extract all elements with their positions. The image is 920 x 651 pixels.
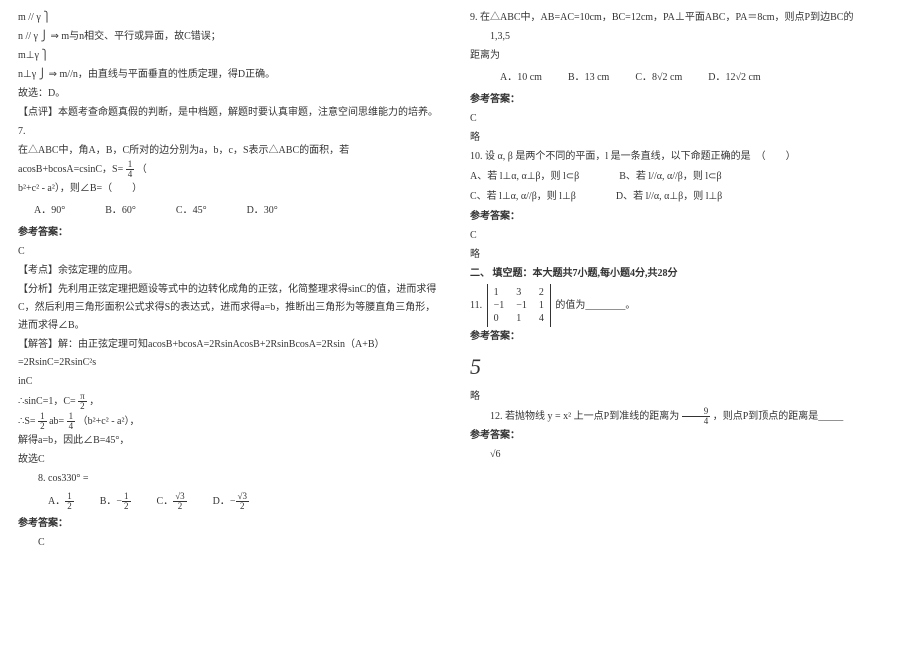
section-head: 二、 填空题：本大题共7小题,每小题4分,共28分 [470, 265, 896, 283]
q12: 12. 若抛物线 y = x² 上一点P到准线的距离为 94 ，则点P到顶点的距… [470, 407, 896, 426]
q11: 11. 132 −1−11 014 的值为________。 [470, 284, 896, 327]
q7-text2: b²+c² - a²），则∠B=（ ） [18, 180, 440, 198]
opt-a: A．10 cm [500, 69, 542, 87]
q8-options: A．12 B．−12 C．√32 D．−√32 [48, 492, 440, 511]
answer-head: 参考答案： [18, 515, 440, 533]
lue: 略 [470, 388, 896, 406]
answer-head: 参考答案： [470, 208, 896, 226]
opt-c: C．8√2 cm [635, 69, 682, 87]
opt-b: B．60° [105, 202, 136, 220]
opt-b: B、若 l//α, α//β，则 l⊂β [619, 168, 721, 186]
sc: ∴sinC=1，C= π2 ， [18, 392, 440, 411]
opt-d: D．−√32 [213, 492, 249, 511]
q7-options: A．90° B．60° C．45° D．30° [34, 202, 440, 220]
kd: 【考点】余弦定理的应用。 [18, 262, 440, 280]
seq5: 故选C [18, 451, 440, 469]
answer-head: 参考答案： [470, 427, 896, 445]
matrix-11: 132 −1−11 014 [487, 284, 551, 327]
fx: 【分析】先利用正弦定理把题设等式中的边转化成角的正弦，化简整理求得sinC的值，… [18, 281, 440, 335]
q10-options: A、若 l⊥α, α⊥β，则 l⊂β B、若 l//α, α//β，则 l⊂β … [470, 167, 896, 207]
opt-c: C、若 l⊥α, α//β，则 l⊥β [470, 188, 576, 206]
line: n // γ ⎭ ⇒ m与n相交、平行或异面，故C错误； [18, 28, 440, 46]
answer-head: 参考答案： [470, 91, 896, 109]
lue: 略 [470, 246, 896, 264]
jd: 【解答】解：由正弦定理可知acosB+bcosA=2RsinAcosB+2Rsi… [18, 336, 440, 372]
answer-head: 参考答案： [18, 224, 440, 242]
q7-num: 7. [18, 123, 440, 141]
opt-c: C．√32 [157, 492, 187, 511]
answer-9: C [470, 110, 896, 128]
q9-options: A．10 cm B．13 cm C．8√2 cm D．12√2 cm [500, 69, 896, 87]
opt-a: A．12 [48, 492, 74, 511]
opt-d: D、若 l//α, α⊥β，则 l⊥β [616, 188, 722, 206]
q7-text: 在△ABC中，角A，B，C所对的边分别为a，b，c，S表示△ABC的面积，若ac… [18, 142, 440, 179]
comment: 【点评】本题考查命题真假的判断，是中档题，解题时要认真审题，注意空间思维能力的培… [18, 104, 440, 122]
q9b: 1,3,5 [470, 28, 896, 46]
opt-c: C．45° [176, 202, 207, 220]
answer-7: C [18, 243, 440, 261]
answer-12: √6 [470, 446, 896, 464]
answer-head: 参考答案： [470, 328, 896, 346]
line: m⊥γ ⎫ [18, 47, 440, 65]
opt-b: B．−12 [100, 492, 131, 511]
lue: 略 [470, 129, 896, 147]
line: 故选：D。 [18, 85, 440, 103]
jd2: inC [18, 373, 440, 391]
line: n⊥γ ⎭ ⇒ m//n，由直线与平面垂直的性质定理，得D正确。 [18, 66, 440, 84]
seq: ∴S= 12 ab= 14 （b²+c² - a²）， [18, 412, 440, 431]
q10: 10. 设 α, β 是两个不同的平面，l 是一条直线，以下命题正确的是 （ ） [470, 148, 896, 166]
answer-8: C [18, 534, 440, 552]
q8: 8. cos330° = [18, 470, 440, 488]
opt-a: A、若 l⊥α, α⊥β，则 l⊂β [470, 168, 579, 186]
opt-d: D．30° [247, 202, 278, 220]
answer-11: 5 [470, 347, 896, 387]
line: m // γ ⎫ [18, 9, 440, 27]
q9a: 9. 在△ABC中，AB=AC=10cm，BC=12cm，PA⊥平面ABC，PA… [470, 9, 896, 27]
q9c: 距离为 [470, 47, 896, 65]
seq4: 解得a=b，因此∠B=45°， [18, 432, 440, 450]
answer-10: C [470, 227, 896, 245]
opt-b: B．13 cm [568, 69, 609, 87]
opt-d: D．12√2 cm [708, 69, 760, 87]
opt-a: A．90° [34, 202, 65, 220]
